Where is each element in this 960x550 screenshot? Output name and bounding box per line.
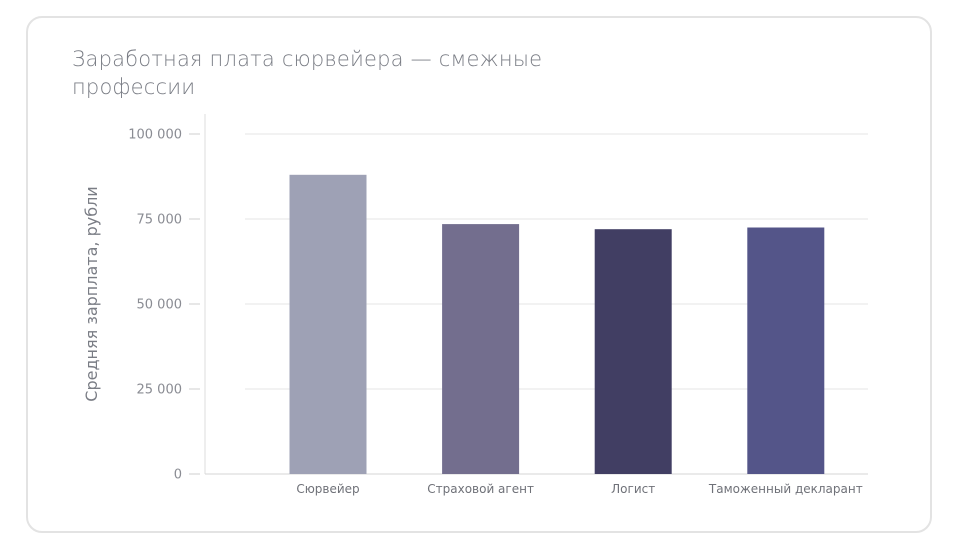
- bar: [594, 229, 672, 474]
- y-tick-label: 0: [174, 468, 182, 483]
- x-tick-label: Сюрвейер: [296, 482, 359, 496]
- y-axis-ticks: 0 25 000 50 000 75 000 100 000: [128, 128, 200, 483]
- x-tick-label: Страховой агент: [427, 482, 534, 496]
- bars: [289, 174, 825, 475]
- y-axis-label: Средняя зарплата, рубли: [82, 186, 101, 401]
- y-tick-label: 25 000: [137, 383, 183, 398]
- y-tick-label: 50 000: [137, 298, 183, 313]
- y-tick-label: 100 000: [128, 128, 182, 143]
- chart-title: Заработная плата сюрвейера — смежные про…: [72, 47, 543, 99]
- x-tick-label: Логист: [611, 482, 655, 496]
- x-axis-labels: Сюрвейер Страховой агент Логист Таможенный …: [296, 482, 862, 496]
- bar: [747, 227, 825, 474]
- bar: [289, 174, 367, 475]
- x-tick-label: Таможенный декларант: [708, 482, 863, 496]
- y-tick-label: 75 000: [137, 213, 183, 228]
- bar: [442, 224, 520, 474]
